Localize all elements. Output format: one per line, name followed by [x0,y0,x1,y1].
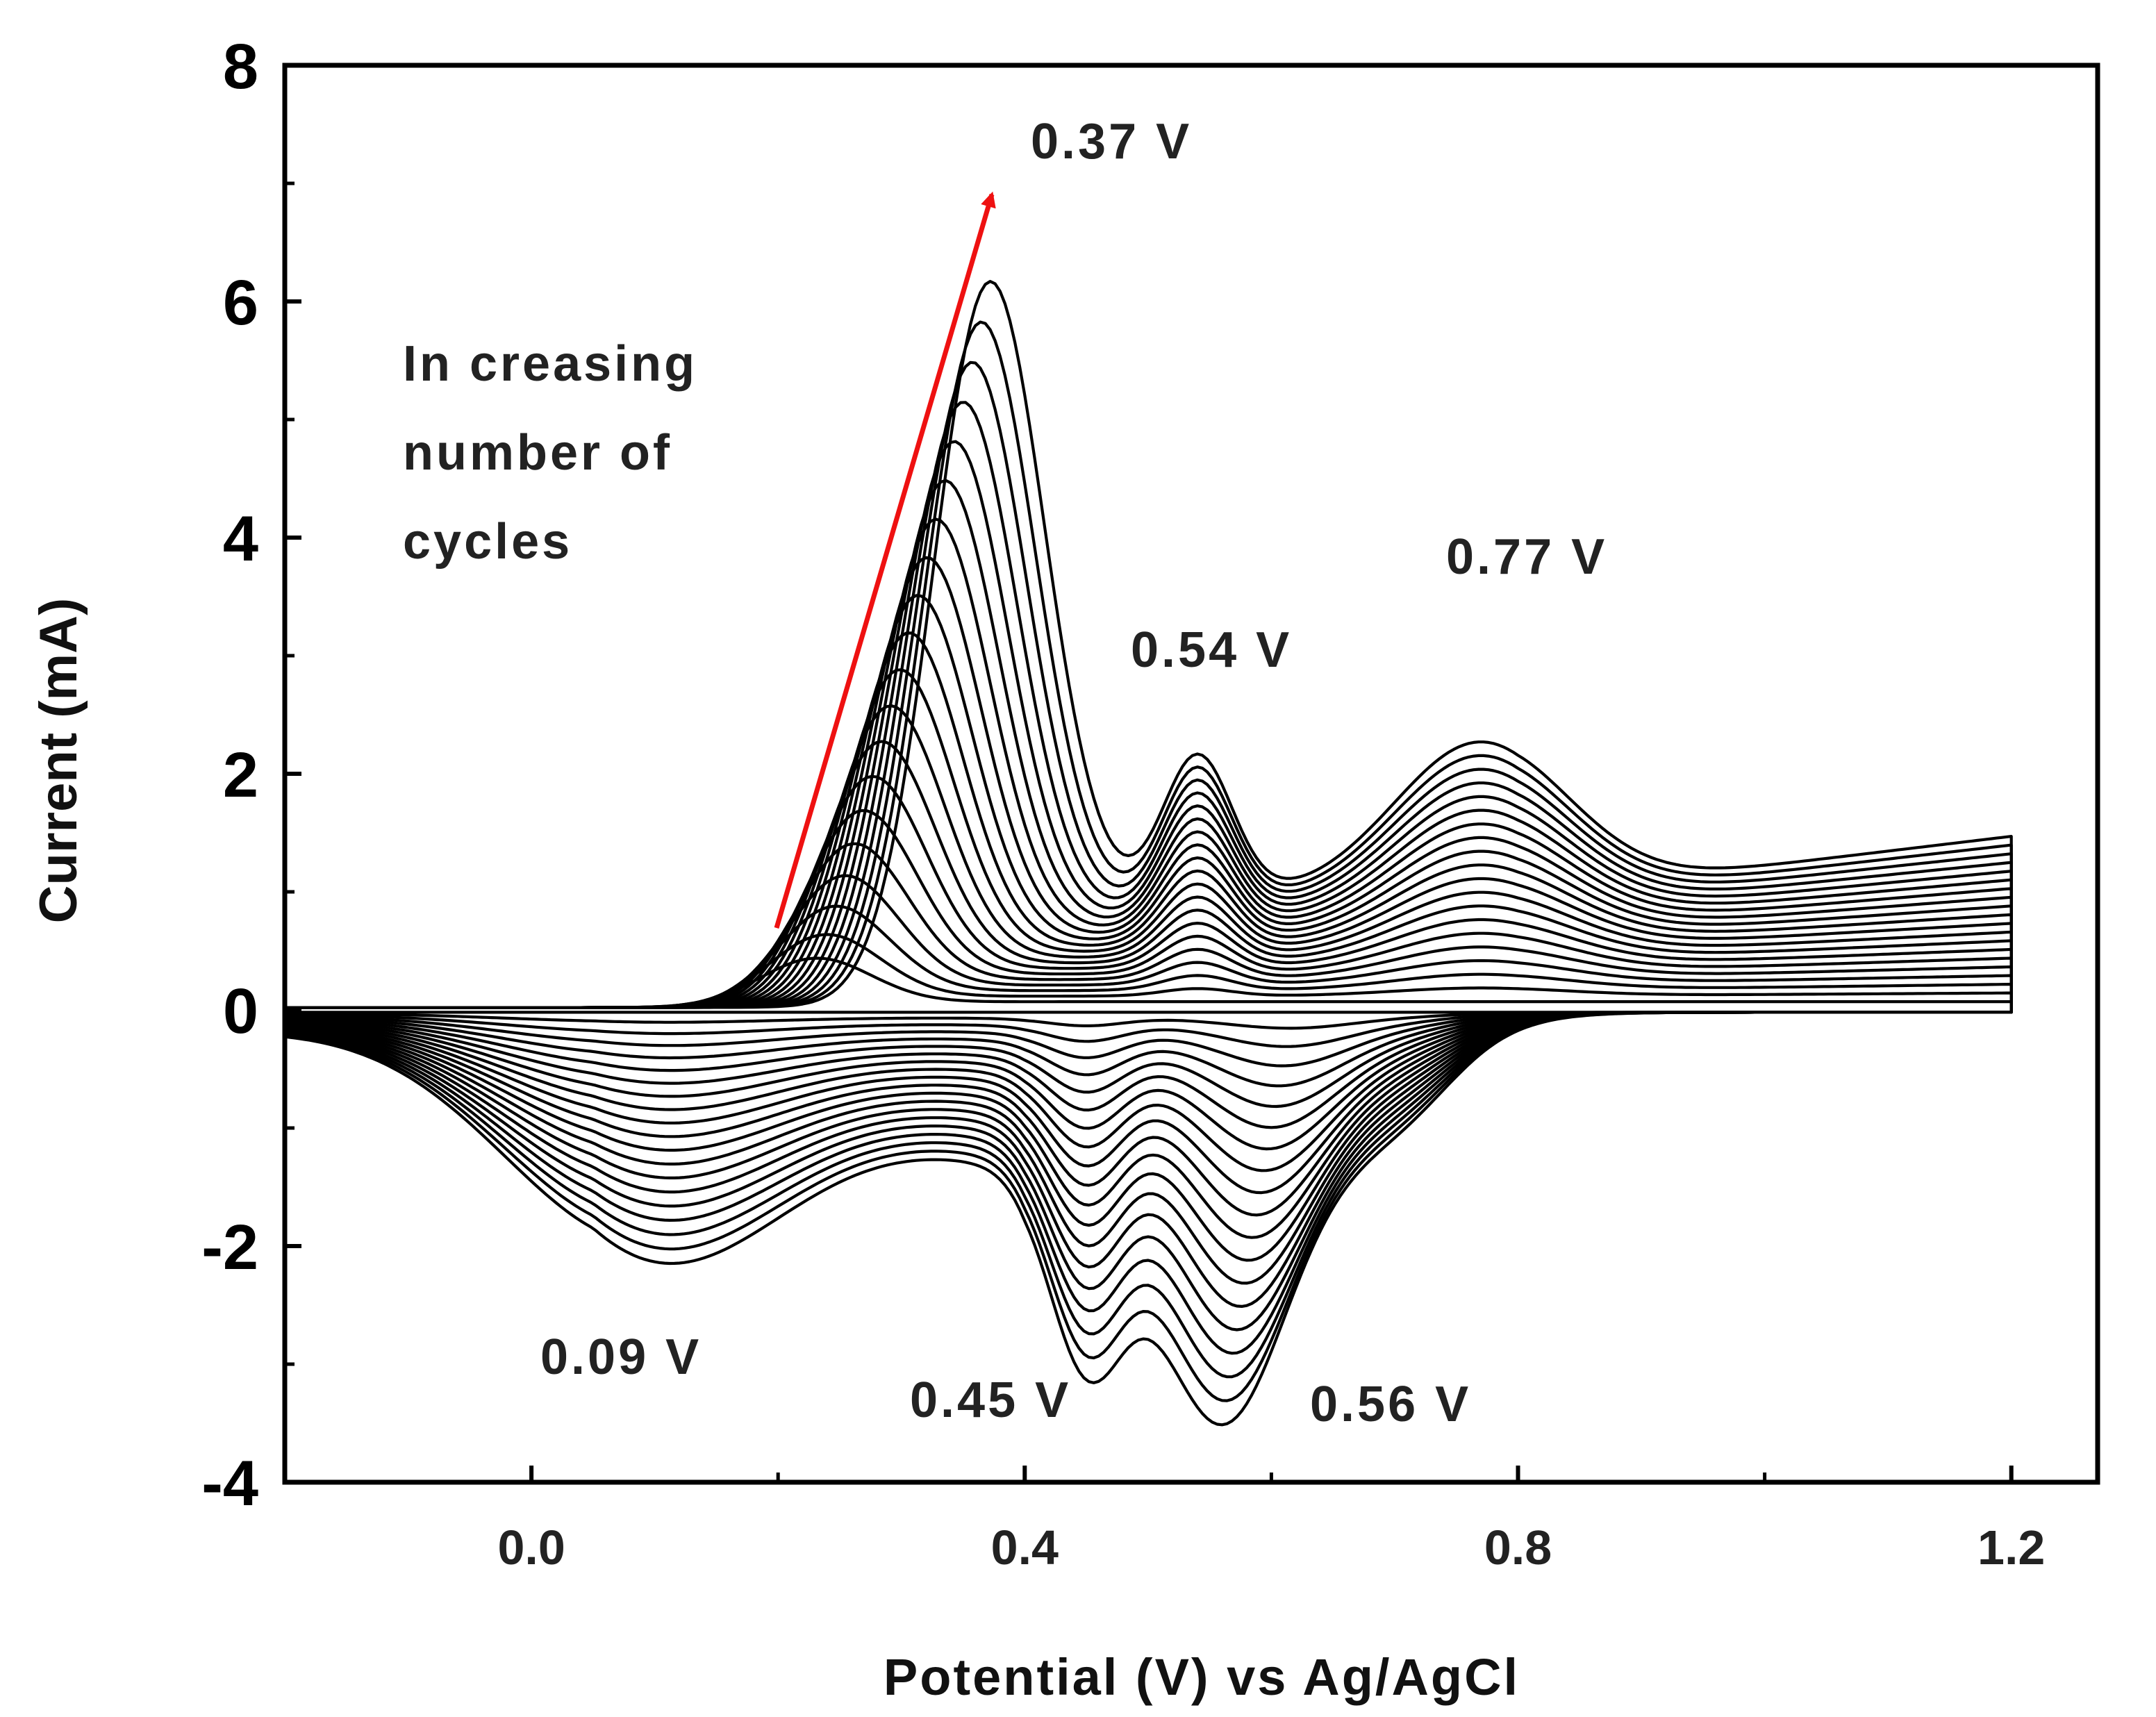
x-tick-label: 0.8 [1484,1520,1552,1575]
arrow-label-line-3: cycles [403,514,572,570]
y-axis-title: Current (mA) [29,598,88,924]
peak-label-0-45v: 0.45 V [910,1372,1071,1428]
axis-ticks: -4 -2 0 2 4 6 8 0.0 0.4 0.8 1.2 [201,31,2045,1575]
cycle-curves [283,280,2013,1427]
cycle-curve [283,280,2013,1427]
arrow-label-line-2: number of [403,425,672,481]
y-tick-label: -2 [201,1212,258,1283]
y-tick-label: 0 [223,976,258,1047]
y-tick-label: 8 [223,31,258,102]
x-tick-label: 1.2 [1977,1520,2045,1575]
plot-frame [282,63,2100,1485]
y-tick-label: 6 [223,267,258,338]
peak-label-0-56v: 0.56 V [1310,1377,1471,1432]
increasing-cycles-arrow [774,191,996,929]
peak-label-0-09v: 0.09 V [540,1329,702,1385]
peak-label-0-37v: 0.37 V [1031,114,1192,169]
arrow-label-line-1: In creasing [403,336,697,392]
peak-label-0-77v: 0.77 V [1446,529,1607,585]
y-tick-label: 4 [223,504,258,574]
peak-label-0-54v: 0.54 V [1131,622,1292,678]
x-axis-title: Potential (V) vs Ag/AgCl [884,1648,1520,1706]
y-tick-label: 2 [223,740,258,811]
y-tick-label: -4 [201,1448,258,1519]
x-tick-label: 0.0 [497,1520,565,1575]
x-tick-label: 0.4 [991,1520,1059,1575]
